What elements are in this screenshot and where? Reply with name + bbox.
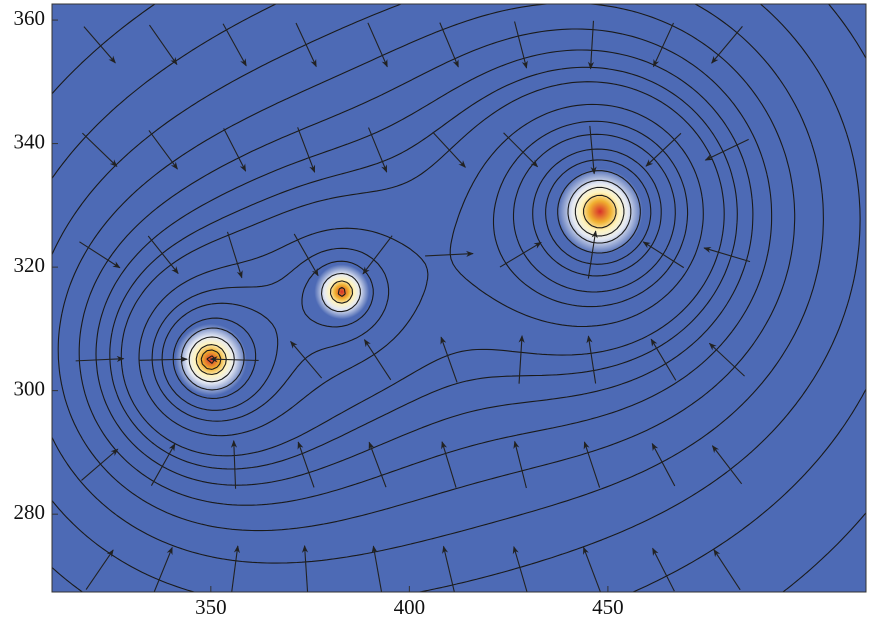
y-tick-label: 280	[14, 500, 46, 524]
x-tick-label: 400	[394, 595, 426, 619]
y-tick-label: 320	[14, 253, 46, 277]
y-tick-label: 360	[14, 6, 46, 30]
y-tick-label: 340	[14, 129, 46, 153]
hotspot	[314, 264, 369, 319]
page: {"chart_data": {"type": "contour", "xlim…	[0, 0, 869, 624]
x-tick-label: 450	[592, 595, 624, 619]
heatmap-background	[52, 4, 866, 592]
y-tick-label: 300	[14, 376, 46, 400]
plot-area	[52, 4, 867, 594]
x-tick-label: 350	[195, 595, 227, 619]
chart: 350 400 450 280 300 320 340 360	[0, 0, 869, 624]
